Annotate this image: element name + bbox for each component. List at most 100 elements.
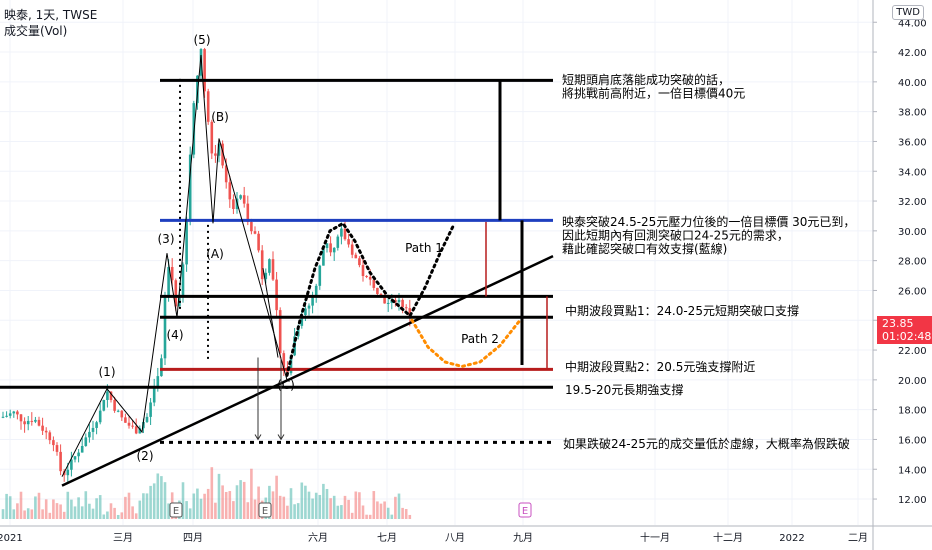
candle-body: [37, 419, 41, 426]
time-tick-label: 二月: [848, 532, 868, 544]
price-tick-label: 20.00: [898, 376, 927, 387]
volume-bar: [325, 488, 329, 519]
volume-bar: [142, 493, 145, 519]
volume-bar: [91, 508, 95, 519]
candle-body: [73, 456, 77, 460]
volume-bar: [304, 485, 307, 519]
volume-bar: [217, 473, 221, 519]
candle-body: [210, 121, 214, 154]
candle-body: [250, 222, 253, 232]
annotation-a2: 映泰突破24.5-25元壓力位後的一倍目標價 30元已到，: [562, 214, 855, 229]
volume-bar: [282, 496, 286, 519]
candle-body: [347, 239, 350, 245]
price-tick-label: 16.00: [898, 435, 927, 446]
wave-c-line: [262, 268, 279, 358]
volume-bar: [296, 503, 300, 519]
candle-body: [383, 295, 386, 304]
candle-body: [124, 417, 127, 423]
currency-button[interactable]: TWD: [892, 5, 924, 20]
time-tick-label: 十一月: [640, 531, 670, 544]
annotation-a2: 因此短期內有回測突破口24-25元的需求，: [562, 228, 789, 243]
volume-bar: [307, 491, 311, 519]
candle-body: [170, 267, 174, 281]
candle-body: [239, 195, 242, 199]
candle-body: [268, 259, 271, 273]
volume-bar: [286, 505, 289, 519]
volume-bar: [109, 503, 113, 519]
volume-bar: [185, 501, 188, 519]
volume-bar: [214, 502, 217, 519]
volume-bar: [152, 483, 156, 519]
volume-bar: [224, 491, 228, 519]
volume-bar: [257, 486, 260, 519]
time-tick-label: 十二月: [713, 531, 743, 544]
candle-body: [343, 228, 347, 240]
volume-bar: [88, 503, 91, 519]
annotation-a4: 中期波段買點2：20.5元強支撐附近: [565, 359, 755, 374]
wave-label: (2): [137, 449, 154, 463]
annotation-a1: 短期頭肩底落能成功突破的話，: [562, 72, 730, 87]
candle-body: [232, 199, 235, 209]
candle-body: [203, 49, 206, 92]
volume-bar: [206, 488, 210, 519]
volume-bar: [34, 496, 37, 519]
volume-bar: [235, 485, 239, 519]
elliott-wave-path: [61, 54, 288, 477]
price-tick-label: 26.00: [898, 286, 927, 297]
volume-bar: [386, 507, 390, 519]
candle-body: [174, 280, 178, 307]
volume-bar: [30, 509, 34, 519]
candle-body: [102, 399, 106, 411]
volume-bar: [275, 475, 278, 519]
volume-bar: [138, 500, 142, 519]
volume-bar: [404, 509, 408, 519]
candle-body: [340, 228, 343, 237]
candle-body: [80, 446, 84, 453]
candle-body: [300, 315, 304, 326]
candle-body: [16, 411, 19, 415]
chart-title: 映泰, 1天, TWSE: [4, 8, 98, 22]
price-tick-label: 22.00: [898, 346, 927, 357]
arrow-head: [254, 434, 262, 441]
volume-bar: [397, 493, 401, 519]
candle-body: [214, 153, 217, 156]
candle-body: [59, 451, 62, 472]
candle-body: [350, 244, 354, 255]
volume-bar: [358, 492, 361, 519]
volume-bar: [134, 513, 138, 519]
volume-bar: [289, 488, 293, 519]
wave-label: (1): [99, 365, 116, 379]
candle-body: [98, 410, 102, 423]
candle-body: [149, 402, 152, 417]
volume-bar: [149, 485, 152, 519]
volume-bar: [55, 503, 59, 519]
candle-body: [264, 272, 268, 280]
candle-body: [253, 231, 257, 234]
candle-body: [91, 427, 95, 432]
price-tick-label: 36.00: [898, 137, 927, 148]
volume-bar: [314, 492, 318, 519]
earnings-marker: E: [173, 506, 179, 517]
volume-indicator-label[interactable]: 成交量(Vol): [4, 24, 68, 38]
volume-bar: [73, 506, 77, 519]
time-tick-label: 六月: [308, 532, 328, 544]
candle-body: [282, 353, 286, 368]
candle-body: [304, 308, 307, 316]
volume-bar: [52, 499, 55, 519]
candle-body: [77, 452, 80, 457]
price-tick-label: 30.00: [898, 227, 927, 238]
volume-bar: [336, 505, 340, 519]
volume-bars: [1, 467, 412, 519]
volume-bar: [16, 503, 19, 519]
candle-body: [34, 419, 37, 422]
volume-bar: [113, 507, 116, 519]
candle-body: [84, 437, 88, 447]
volume-bar: [322, 483, 325, 519]
volume-bar: [343, 495, 347, 519]
price-tick-label: 44.00: [898, 18, 927, 29]
volume-bar: [37, 492, 41, 519]
candle-body: [221, 143, 224, 166]
candle-body: [329, 243, 332, 253]
